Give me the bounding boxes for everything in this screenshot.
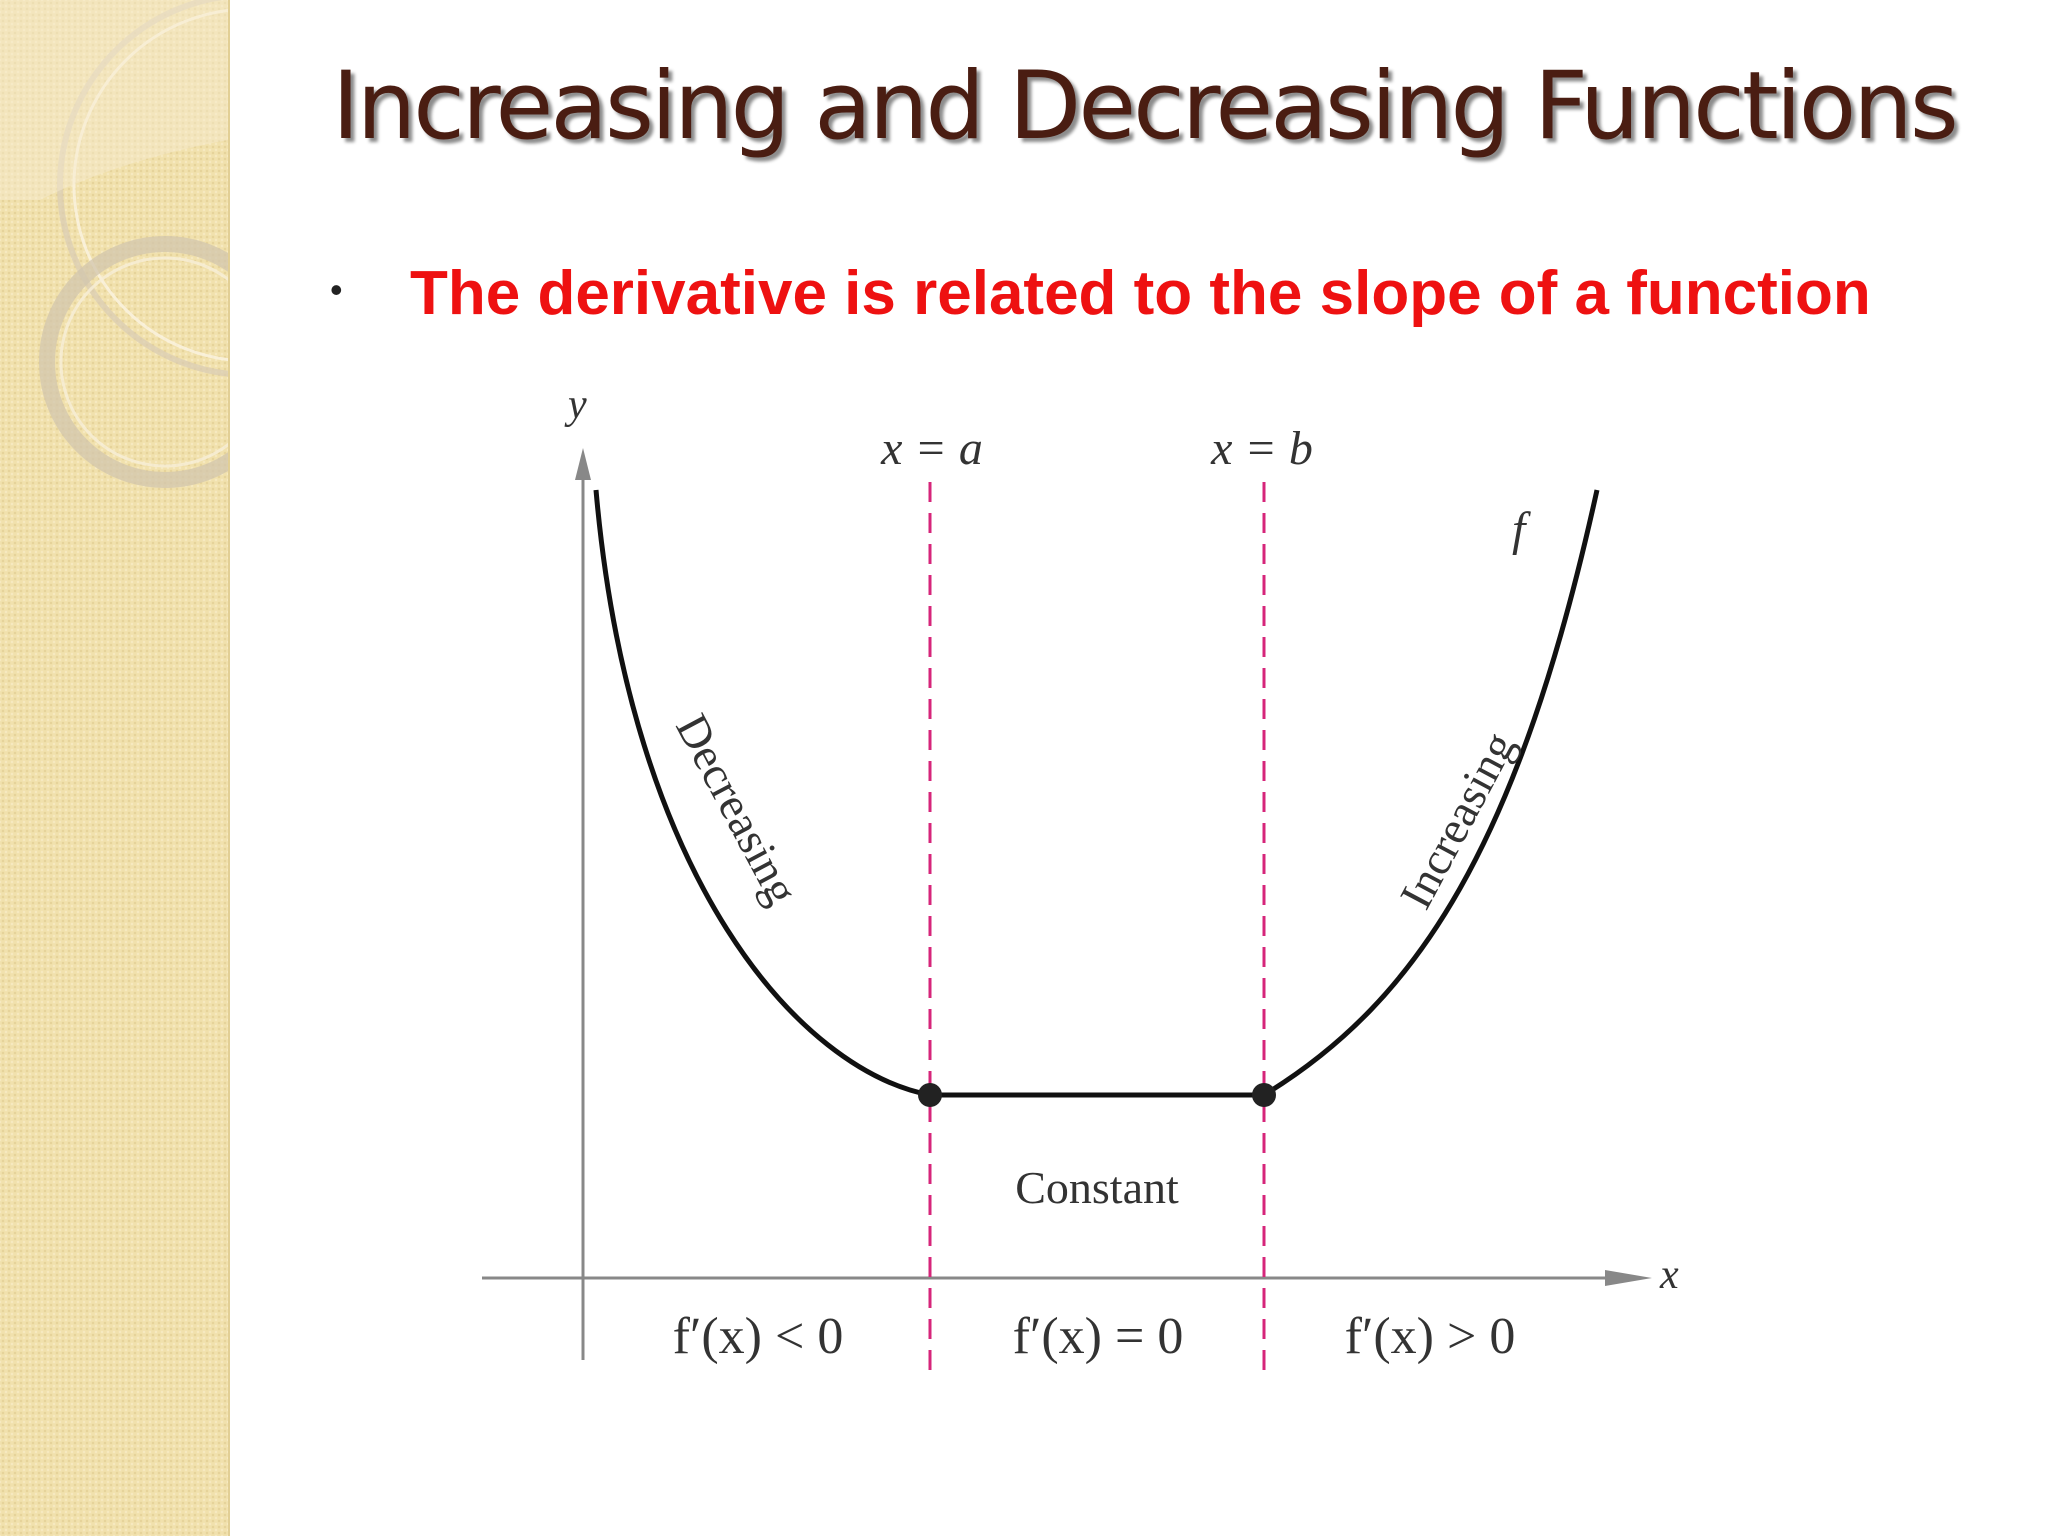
bullet-text: The derivative is related to the slope o… bbox=[410, 259, 1871, 328]
decorative-rings bbox=[0, 0, 228, 488]
function-diagram: y x x = a x = b f Decreasing Increasing … bbox=[482, 382, 1679, 1370]
constant-label: Constant bbox=[1015, 1162, 1179, 1213]
increasing-curve bbox=[1262, 489, 1600, 1098]
y-axis-label: y bbox=[564, 382, 587, 428]
x-axis-arrow-icon bbox=[1605, 1270, 1652, 1286]
point-b bbox=[1252, 1083, 1276, 1107]
increasing-label: Increasing bbox=[1390, 724, 1525, 917]
boundary-label-b: x = b bbox=[1210, 422, 1313, 475]
y-axis-arrow-icon bbox=[575, 448, 591, 480]
boundary-label-a: x = a bbox=[880, 422, 983, 475]
point-a bbox=[918, 1083, 942, 1107]
bullet-marker: • bbox=[330, 268, 343, 310]
function-label: f bbox=[1512, 503, 1531, 556]
x-axis-label: x bbox=[1659, 1252, 1679, 1298]
condition-middle: f′(x) = 0 bbox=[1013, 1308, 1184, 1365]
bullet-point: • The derivative is related to the slope… bbox=[330, 258, 1871, 329]
condition-right: f′(x) > 0 bbox=[1345, 1308, 1516, 1365]
decreasing-label: Decreasing bbox=[666, 706, 808, 913]
slide-title: Increasing and Decreasing Functions bbox=[332, 52, 1959, 161]
condition-left: f′(x) < 0 bbox=[673, 1308, 844, 1365]
decreasing-curve bbox=[593, 489, 931, 1098]
